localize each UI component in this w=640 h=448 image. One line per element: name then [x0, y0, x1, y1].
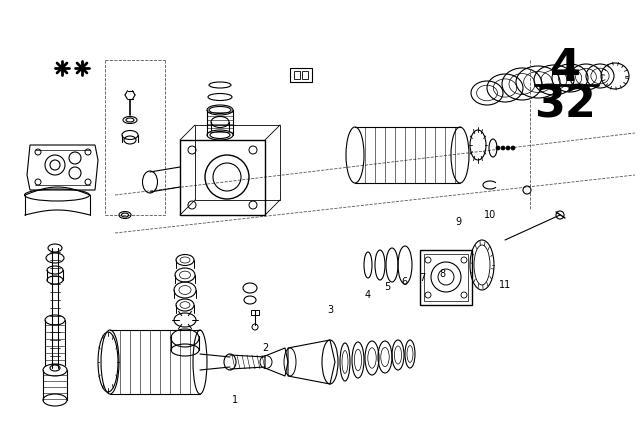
Text: 2: 2 — [262, 343, 268, 353]
Bar — [424, 254, 468, 301]
Text: 9: 9 — [455, 217, 461, 227]
Circle shape — [511, 146, 515, 150]
Text: 10: 10 — [484, 210, 496, 220]
Bar — [290, 68, 312, 82]
Text: 1: 1 — [232, 395, 238, 405]
Text: 11: 11 — [499, 280, 511, 290]
Text: 6: 6 — [401, 277, 407, 287]
Bar — [195, 125, 280, 200]
Circle shape — [496, 146, 500, 150]
Text: 4: 4 — [550, 47, 580, 90]
Circle shape — [506, 146, 510, 150]
Text: 7: 7 — [419, 273, 425, 283]
Text: 4: 4 — [365, 290, 371, 300]
Bar — [294, 71, 300, 79]
Circle shape — [501, 146, 505, 150]
Bar — [420, 250, 472, 305]
Text: 8: 8 — [439, 269, 445, 279]
Bar — [251, 310, 259, 315]
Circle shape — [80, 66, 84, 70]
Circle shape — [60, 66, 64, 70]
Text: 3: 3 — [327, 305, 333, 315]
Text: 5: 5 — [384, 282, 390, 292]
Bar — [180, 140, 265, 215]
Bar — [302, 71, 308, 79]
Text: 32: 32 — [534, 83, 596, 126]
